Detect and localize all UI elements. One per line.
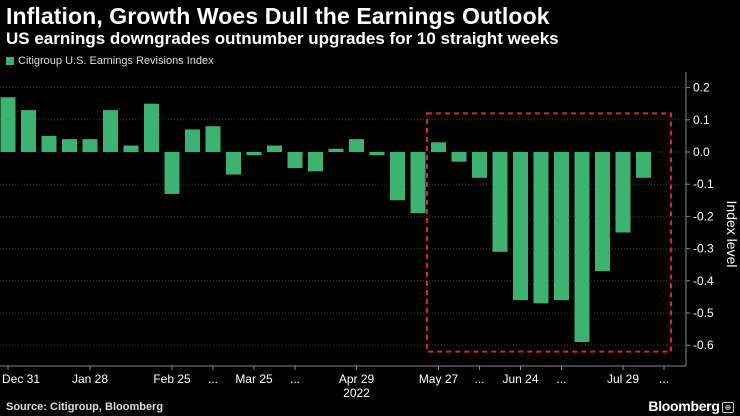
x-tick-label: Jul 29 bbox=[607, 372, 639, 386]
bar bbox=[21, 110, 36, 152]
y-tick-label: -0.4 bbox=[693, 274, 714, 288]
x-axis: Dec 31 Jan 28 Feb 25... Mar 25... Apr 29 May … bbox=[0, 365, 686, 400]
bar bbox=[410, 152, 426, 214]
bar bbox=[82, 139, 98, 152]
y-tick-label: -0.6 bbox=[693, 338, 714, 352]
bar bbox=[226, 152, 241, 175]
x-tick-label: Jan 28 bbox=[72, 372, 108, 386]
bar bbox=[185, 129, 200, 152]
x-year-label: 2022 bbox=[343, 386, 370, 400]
x-tick-label: Feb 25 bbox=[153, 372, 191, 386]
bar bbox=[287, 152, 303, 169]
bar bbox=[144, 103, 159, 152]
bar bbox=[308, 152, 323, 172]
bar bbox=[369, 152, 385, 156]
x-tick-label: ... bbox=[208, 372, 218, 386]
bar bbox=[123, 145, 139, 152]
bar bbox=[41, 135, 57, 152]
bar bbox=[267, 145, 282, 152]
legend-label: Citigroup U.S. Earnings Revisions Index bbox=[18, 55, 214, 67]
chart-subtitle: US earnings downgrades outnumber upgrade… bbox=[6, 29, 559, 48]
bar bbox=[431, 142, 446, 152]
brand-name: Bloomberg bbox=[648, 398, 720, 414]
y-tick-label: 0.2 bbox=[693, 81, 710, 95]
legend: Citigroup U.S. Earnings Revisions Index bbox=[6, 55, 214, 67]
legend-swatch bbox=[6, 57, 14, 65]
source-note: Source: Citigroup, Bloomberg bbox=[6, 401, 164, 413]
bar bbox=[205, 126, 221, 152]
x-tick-label: Jun 24 bbox=[502, 372, 538, 386]
brand-badge-icon: ⊕ bbox=[721, 401, 734, 413]
bar bbox=[492, 152, 508, 252]
highlight-rect bbox=[426, 112, 672, 353]
x-tick-label: ... bbox=[659, 372, 669, 386]
bar bbox=[0, 97, 16, 152]
x-tick-label: Mar 25 bbox=[235, 372, 273, 386]
bar bbox=[636, 152, 651, 178]
y-axis-label: Index level bbox=[724, 201, 740, 268]
x-tick-label: ... bbox=[556, 372, 566, 386]
y-tick-label: -0.2 bbox=[693, 209, 714, 223]
bar bbox=[513, 152, 528, 301]
bar bbox=[164, 152, 180, 194]
highlight-box bbox=[426, 112, 672, 353]
bar bbox=[349, 139, 364, 152]
bar bbox=[574, 152, 590, 342]
y-tick-label: -0.3 bbox=[693, 242, 714, 256]
y-tick-label: -0.1 bbox=[693, 177, 714, 191]
bar bbox=[615, 152, 631, 233]
bar bbox=[533, 152, 549, 304]
chart-title: Inflation, Growth Woes Dull the Earnings… bbox=[6, 3, 550, 29]
bar bbox=[595, 152, 610, 272]
bars bbox=[0, 97, 651, 342]
y-axis: 0.2 0.1 0.0 -0.1 -0.2 -0.3 -0.4 -0.5 -0.6 bbox=[685, 72, 714, 366]
bar bbox=[246, 152, 262, 156]
bar bbox=[62, 139, 77, 152]
x-tick-label: Apr 29 bbox=[339, 372, 375, 386]
bar bbox=[554, 152, 569, 301]
bar bbox=[103, 110, 118, 152]
bar bbox=[451, 152, 467, 162]
bar bbox=[390, 152, 405, 201]
bar bbox=[472, 152, 487, 178]
bar bbox=[328, 148, 344, 152]
x-tick-label: ... bbox=[474, 372, 484, 386]
y-tick-label: 0.0 bbox=[693, 145, 710, 159]
y-tick-label: -0.5 bbox=[693, 306, 714, 320]
bloomberg-logo: Bloomberg ⊕ bbox=[648, 398, 734, 414]
x-tick-label: ... bbox=[290, 372, 300, 386]
x-tick-label: May 27 bbox=[419, 372, 459, 386]
x-tick-label: Dec 31 bbox=[2, 372, 40, 386]
y-tick-label: 0.1 bbox=[693, 113, 710, 127]
